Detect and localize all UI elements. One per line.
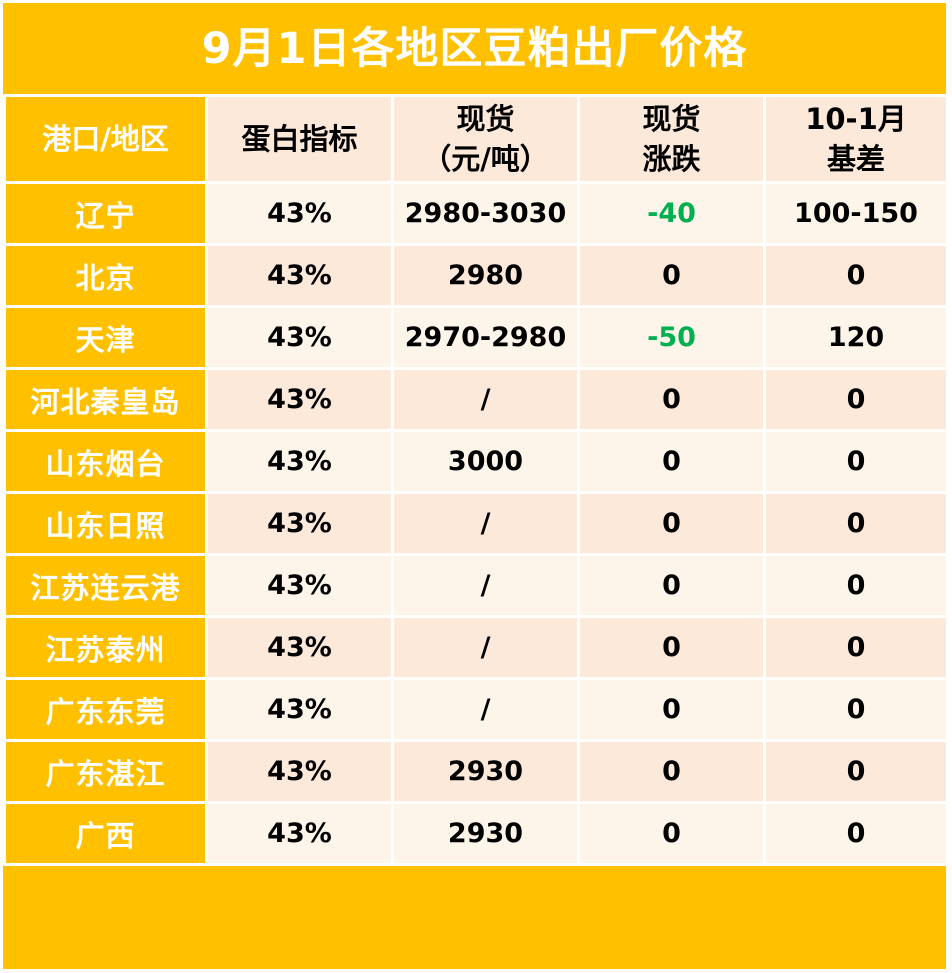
price-change-cell: 0 — [577, 615, 766, 680]
table-row: 江苏连云港 43%/0 0 — [3, 553, 949, 618]
region-cell: 北京 — [3, 243, 208, 308]
basis-cell: 0 — [763, 367, 949, 432]
spot-price-cell: 2930 — [391, 739, 580, 804]
basis-cell: 0 — [763, 553, 949, 618]
header-basis: 10-1月 基差 — [763, 94, 949, 184]
spot-price-cell: 2970-2980 — [391, 305, 580, 370]
spot-price-cell: / — [391, 615, 580, 680]
protein-cell: 43% — [205, 305, 394, 370]
table-row: 北京 43% 2980 0 0 — [3, 243, 949, 308]
region-cell: 江苏连云港 — [3, 553, 208, 618]
price-change-cell: 0 — [577, 677, 766, 742]
basis-cell: 0 — [763, 677, 949, 742]
table-row: 天津 43% 2970-2980 -50 120 — [3, 305, 949, 370]
region-cell: 广西 — [3, 801, 208, 866]
region-cell: 山东日照 — [3, 491, 208, 556]
region-cell: 广东湛江 — [3, 739, 208, 804]
protein-cell: 43% — [205, 553, 394, 618]
price-change-cell: -40 — [577, 181, 766, 246]
price-change-cell: 0 — [577, 243, 766, 308]
header-change: 现货 涨跌 — [577, 94, 766, 184]
header-protein: 蛋白指标 — [205, 94, 394, 184]
protein-cell: 43% — [205, 367, 394, 432]
protein-cell: 43% — [205, 801, 394, 866]
header-spot: 现货 （元/吨） — [391, 94, 580, 184]
table-row: 江苏泰州 43%/0 0 — [3, 615, 949, 680]
header-basis-line1: 10-1月 — [805, 102, 907, 136]
price-change-cell: -50 — [577, 305, 766, 370]
spot-price-cell: / — [391, 367, 580, 432]
basis-cell: 0 — [763, 491, 949, 556]
header-region: 港口/地区 — [3, 94, 208, 184]
basis-cell: 0 — [763, 801, 949, 866]
price-change-cell: 0 — [577, 491, 766, 556]
spot-price-cell: / — [391, 677, 580, 742]
price-change-cell: 0 — [577, 367, 766, 432]
basis-cell: 0 — [763, 429, 949, 494]
region-cell: 江苏泰州 — [3, 615, 208, 680]
footer-band — [3, 896, 946, 969]
spot-price-cell: 2980-3030 — [391, 181, 580, 246]
region-cell: 广东东莞 — [3, 677, 208, 742]
table-row: 山东日照 43%/0 0 — [3, 491, 949, 556]
header-change-line1: 现货 — [642, 102, 701, 136]
basis-cell: 0 — [763, 243, 949, 308]
basis-cell: 120 — [763, 305, 949, 370]
spot-price-cell: 3000 — [391, 429, 580, 494]
header-spot-line2: （元/吨） — [422, 142, 549, 176]
table-row: 辽宁 43% 2980-3030 -40 100-150 — [3, 181, 949, 246]
protein-cell: 43% — [205, 181, 394, 246]
table-row: 广西 43% 2930 0 0 — [3, 801, 949, 866]
table-row: 广东东莞 43%/0 0 — [3, 677, 949, 742]
price-table-sheet: 9月1日各地区豆粕出厂价格 港口/地区 蛋白指标 现货 （元/吨） 现货 涨跌 … — [3, 3, 949, 969]
protein-cell: 43% — [205, 243, 394, 308]
region-cell: 山东烟台 — [3, 429, 208, 494]
protein-cell: 43% — [205, 491, 394, 556]
price-change-cell: 0 — [577, 429, 766, 494]
table-row: 山东烟台 43% 3000 0 0 — [3, 429, 949, 494]
page-title: 9月1日各地区豆粕出厂价格 — [201, 24, 748, 74]
basis-cell: 0 — [763, 739, 949, 804]
table-header-row: 港口/地区 蛋白指标 现货 （元/吨） 现货 涨跌 10-1月 基差 — [3, 94, 949, 184]
region-cell: 天津 — [3, 305, 208, 370]
table-body: 辽宁 43% 2980-3030 -40 100-150 北京 43% 2980 0 0 天津 43%… — [3, 181, 949, 866]
table-row: 广东湛江 43% 2930 0 0 — [3, 739, 949, 804]
price-table: 港口/地区 蛋白指标 现货 （元/吨） 现货 涨跌 10-1月 基差 辽宁 43%… — [3, 94, 949, 866]
price-change-cell: 0 — [577, 553, 766, 618]
region-cell: 河北秦皇岛 — [3, 367, 208, 432]
protein-cell: 43% — [205, 615, 394, 680]
spot-price-cell: 2930 — [391, 801, 580, 866]
header-change-line2: 涨跌 — [642, 142, 701, 176]
region-cell: 辽宁 — [3, 181, 208, 246]
basis-cell: 0 — [763, 615, 949, 680]
header-basis-line2: 基差 — [826, 142, 885, 176]
spot-price-cell: / — [391, 491, 580, 556]
spot-price-cell: 2980 — [391, 243, 580, 308]
price-change-cell: 0 — [577, 739, 766, 804]
spot-price-cell: / — [391, 553, 580, 618]
protein-cell: 43% — [205, 677, 394, 742]
basis-cell: 100-150 — [763, 181, 949, 246]
price-change-cell: 0 — [577, 801, 766, 866]
header-spot-line1: 现货 — [456, 102, 515, 136]
protein-cell: 43% — [205, 429, 394, 494]
table-row: 河北秦皇岛 43%/0 0 — [3, 367, 949, 432]
protein-cell: 43% — [205, 739, 394, 804]
